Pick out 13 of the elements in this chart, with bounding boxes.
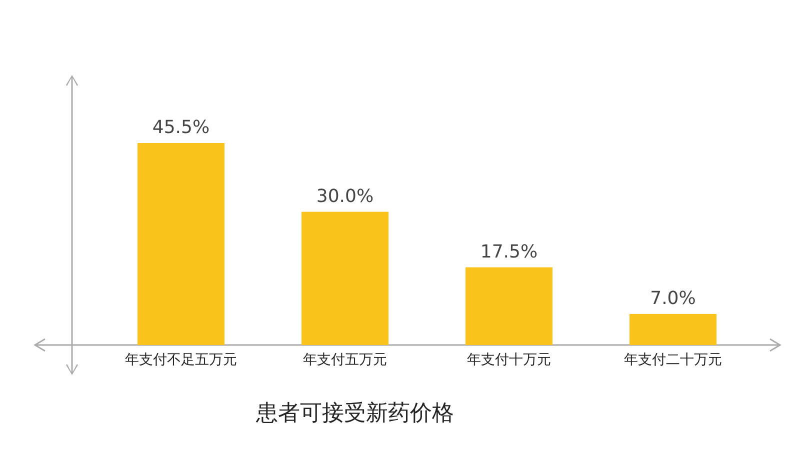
x-tick-label: 年支付五万元: [303, 352, 387, 368]
x-tick-label: 年支付不足五万元: [125, 352, 237, 368]
x-tick-label: 年支付十万元: [467, 352, 551, 368]
bar: [630, 314, 716, 345]
data-label: 45.5%: [152, 117, 210, 138]
bar: [302, 212, 388, 345]
bar: [138, 143, 224, 345]
text: 患者可接受新药价格: [255, 401, 454, 426]
data-label: 7.0%: [650, 288, 696, 309]
x-tick-label: 年支付二十万元: [624, 352, 722, 368]
bar: [466, 267, 552, 345]
data-label: 30.0%: [316, 186, 374, 207]
data-label: 17.5%: [480, 241, 538, 262]
